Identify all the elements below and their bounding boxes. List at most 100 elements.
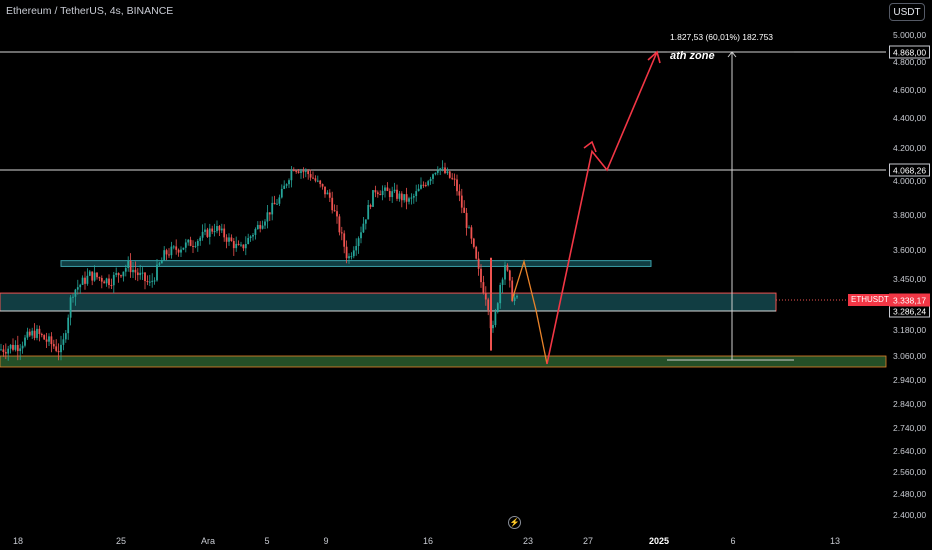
- candle-body: [196, 240, 199, 246]
- candle-body: [252, 234, 254, 237]
- candle-body: [199, 237, 202, 241]
- candle-body: [379, 194, 382, 196]
- candle-body: [134, 269, 137, 273]
- candle-body: [302, 171, 305, 173]
- chart-title: Ethereum / TetherUS, 4s, BINANCE: [6, 5, 174, 17]
- candle: [273, 195, 276, 205]
- candle-body: [477, 258, 480, 269]
- candle: [26, 327, 29, 340]
- candle-body: [216, 226, 218, 232]
- candle: [456, 174, 458, 196]
- candle-body: [33, 330, 36, 338]
- candle-body: [482, 282, 485, 294]
- candle-body: [352, 250, 355, 257]
- candle-body: [81, 277, 84, 285]
- candle: [115, 267, 118, 278]
- candle-body: [441, 167, 444, 169]
- lightning-icon[interactable]: ⚡: [508, 516, 521, 529]
- orange-projection-path: [511, 259, 548, 365]
- candle: [127, 256, 130, 272]
- candle: [458, 184, 461, 202]
- candle: [189, 236, 192, 247]
- candle-body: [398, 193, 401, 199]
- candle-body: [364, 219, 367, 224]
- candle: [496, 302, 499, 314]
- candle-body: [319, 180, 322, 185]
- price-tick-label: 2.560,00: [893, 467, 927, 477]
- candle-body: [278, 197, 281, 204]
- candle-body: [12, 344, 14, 350]
- candle-body: [444, 167, 446, 174]
- price-tick-label: 5.000,00: [893, 30, 927, 40]
- candle: [105, 277, 108, 287]
- candle-body: [463, 207, 466, 213]
- candle: [441, 160, 444, 172]
- candle: [40, 332, 43, 338]
- candle-body: [410, 197, 413, 199]
- candle-body: [237, 243, 240, 245]
- candle: [278, 194, 281, 207]
- candle: [268, 212, 271, 222]
- candle: [379, 190, 382, 196]
- time-tick-label: 25: [115, 536, 127, 546]
- candle: [477, 251, 480, 276]
- candle-body: [256, 224, 259, 230]
- candle-body: [333, 210, 336, 212]
- candle: [292, 167, 295, 172]
- candle: [110, 278, 113, 290]
- candle-body: [374, 190, 377, 193]
- candle: [230, 234, 233, 242]
- candle: [372, 189, 374, 208]
- candle-body: [362, 223, 365, 233]
- candle-body: [96, 272, 98, 278]
- candle-body: [182, 247, 185, 250]
- candle: [463, 200, 466, 213]
- candle-body: [412, 196, 415, 198]
- candle: [134, 261, 137, 281]
- candle: [199, 235, 202, 246]
- candle-body: [86, 275, 89, 284]
- candle-body: [405, 194, 408, 202]
- candle-body: [168, 254, 170, 256]
- candle: [309, 169, 312, 181]
- price-tick-label: 3.600,00: [893, 245, 927, 255]
- candle-body: [499, 284, 502, 304]
- candle-body: [436, 170, 439, 173]
- candle: [55, 339, 58, 353]
- candle-body: [501, 279, 504, 285]
- candle-body: [247, 238, 250, 244]
- price-tick-label: 2.940,00: [893, 375, 927, 385]
- candle-body: [451, 177, 454, 179]
- candle: [136, 268, 139, 282]
- candle: [314, 175, 317, 183]
- candle: [218, 224, 221, 236]
- candle-body: [472, 238, 475, 247]
- candle: [434, 172, 437, 176]
- candle: [24, 334, 26, 348]
- candle-body: [283, 185, 286, 189]
- currency-button[interactable]: USDT: [889, 3, 925, 21]
- candle: [249, 235, 252, 242]
- candle-body: [225, 237, 228, 242]
- candle-body: [372, 190, 374, 207]
- arrow-head-1: [583, 140, 597, 153]
- candle: [321, 183, 324, 190]
- candle-body: [266, 212, 269, 222]
- candle-body: [211, 228, 214, 232]
- candle-body: [254, 229, 257, 235]
- candle: [480, 264, 482, 288]
- candle-body: [242, 244, 245, 249]
- candle-body: [7, 348, 10, 354]
- price-tick-label: 3.800,00: [893, 210, 927, 220]
- candle: [340, 226, 343, 241]
- price-tick-label: 4.000,00: [893, 176, 927, 186]
- candle-body: [321, 184, 324, 187]
- candle-body: [417, 188, 420, 192]
- candle: [376, 190, 379, 198]
- candle: [396, 184, 398, 202]
- candle: [352, 246, 355, 259]
- candle-body: [163, 250, 166, 261]
- time-tick-label: 13: [829, 536, 841, 546]
- candle: [300, 168, 302, 179]
